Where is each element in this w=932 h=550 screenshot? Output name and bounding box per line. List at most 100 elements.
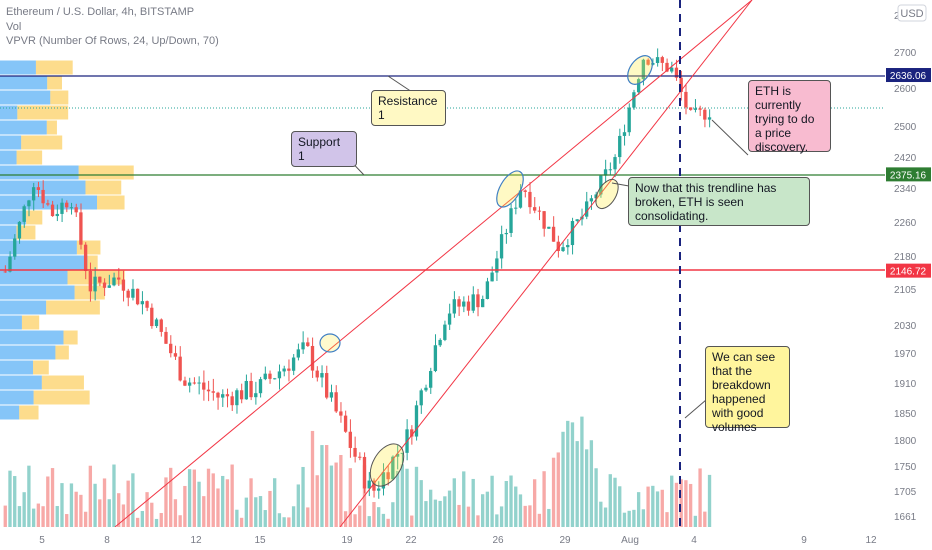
volume-bar [358, 505, 362, 527]
candle-body [433, 345, 438, 372]
vpvr-row-up [0, 60, 36, 75]
volume-bar [187, 469, 192, 527]
volume-bar [599, 501, 603, 527]
volume-bar [405, 468, 409, 527]
volume-note-pointer [684, 399, 707, 419]
support-label[interactable]: Support 1 [291, 131, 357, 167]
candle-body [566, 245, 570, 248]
trendline-break-note[interactable]: Now that this trendline has broken, ETH … [628, 177, 810, 226]
candle-body [584, 201, 589, 217]
candle-body [216, 392, 220, 398]
candle-body [476, 294, 480, 308]
vpvr-row-up [0, 255, 88, 270]
vpvr-row-up [0, 285, 75, 300]
upper-trendline[interactable] [114, 0, 753, 528]
time-axis[interactable] [0, 527, 885, 550]
candle-body [410, 429, 414, 437]
candle-body [258, 379, 263, 394]
volume-bar [589, 440, 594, 527]
highlight-circle-4 [595, 178, 619, 210]
volume-bar [230, 464, 234, 527]
volume-bar [244, 497, 248, 527]
level-badge [886, 68, 931, 83]
volume-bar [296, 484, 300, 527]
volume-bar [348, 468, 352, 527]
candle-body [178, 356, 182, 381]
candle-body [528, 191, 532, 208]
price-tick: 2105 [894, 285, 917, 296]
resistance-label[interactable]: Resistance 1 [371, 90, 446, 126]
volume-bar [655, 491, 660, 527]
volume-bar [140, 510, 144, 527]
volume-bar [216, 488, 220, 527]
volume-bar [660, 489, 664, 527]
volume-bar [93, 483, 97, 527]
vpvr-row-up [0, 405, 20, 420]
volume-bar [542, 471, 546, 527]
price-tick: 1750 [894, 462, 917, 473]
price-tick: 2030 [894, 321, 917, 332]
volume-bar [79, 494, 83, 527]
volume-bar [561, 431, 565, 527]
price-tick: 2700 [894, 48, 917, 59]
trendline-note-pointer [611, 182, 630, 187]
candle-body [480, 298, 485, 308]
candle-body [192, 382, 196, 384]
volume-bar [499, 506, 504, 527]
vpvr-row-down [17, 105, 69, 120]
breakdown-volume-note[interactable]: We can see that the breakdown happened w… [705, 346, 790, 434]
vpvr-row-down [19, 405, 39, 420]
volume-bar [102, 478, 107, 527]
candle-body [329, 392, 334, 398]
volume-bar [632, 509, 636, 527]
volume-bar [608, 474, 612, 527]
candle-body [509, 208, 513, 233]
vpvr-row-up [0, 300, 47, 315]
candle-body [197, 382, 201, 384]
candle-body [112, 277, 116, 286]
candle-body [495, 258, 499, 273]
vpvr-row-down [78, 165, 134, 180]
vpvr-row-up [0, 210, 27, 225]
currency-box[interactable] [897, 4, 927, 22]
candle-body [291, 357, 296, 371]
volume-bar [192, 469, 196, 527]
candle-body [273, 378, 277, 380]
candle-body [36, 187, 41, 190]
volume-bar [622, 512, 627, 527]
vpvr-row-down [74, 285, 105, 300]
price-tick: 1800 [894, 436, 917, 447]
candle-body [452, 299, 456, 314]
vpvr-row-down [46, 120, 57, 135]
volume-bar [135, 517, 140, 527]
volume-bar [703, 511, 707, 527]
volume-bar [528, 505, 532, 527]
candle-body [13, 238, 17, 257]
price-axis[interactable] [885, 0, 932, 527]
volume-bar [707, 474, 712, 527]
time-tick: 8 [104, 535, 110, 546]
candle-body [703, 109, 707, 120]
eth-price-discovery-note[interactable]: ETH is currently trying to do a price di… [748, 80, 831, 154]
candle-body [306, 342, 310, 346]
vpvr-row-down [46, 300, 100, 315]
candle-body [315, 370, 319, 378]
lower-trendline[interactable] [339, 0, 753, 528]
candle-body [618, 135, 622, 158]
candle-body [320, 373, 324, 378]
volume-bar [117, 493, 121, 527]
price-tick: 1705 [894, 487, 917, 498]
volume-bar [618, 486, 622, 527]
volume-bar [485, 491, 490, 527]
vpvr-row-down [33, 390, 90, 405]
volume-bar [514, 486, 518, 527]
candle-body [603, 169, 608, 176]
candle-body [65, 202, 69, 208]
volume-bar [178, 515, 182, 527]
candle-body [173, 353, 178, 357]
candle-body [8, 256, 12, 272]
volume-bar [438, 500, 442, 527]
volume-bar [698, 468, 702, 527]
volume-bar [273, 478, 277, 527]
